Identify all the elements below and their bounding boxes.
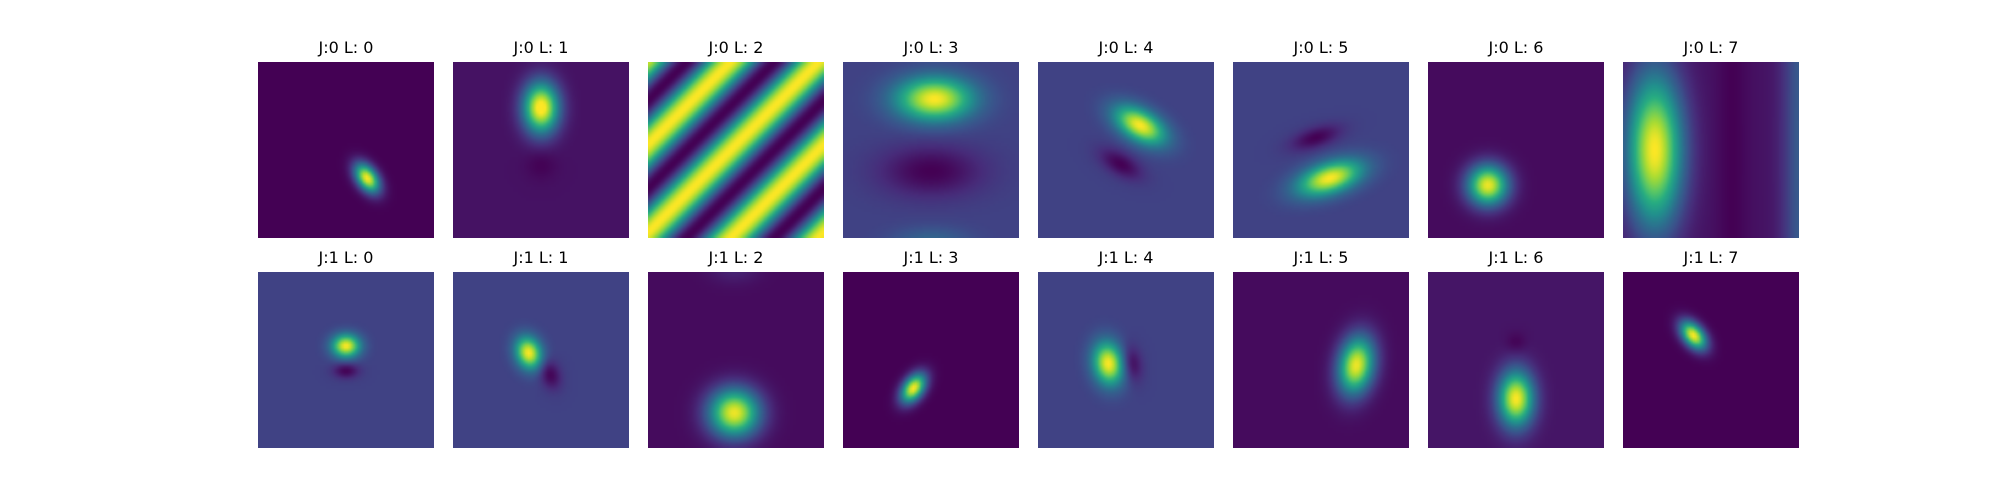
filter-heatmap	[1038, 272, 1214, 448]
filter-panel: J:0 L: 2	[648, 36, 824, 246]
panel-title: J:0 L: 1	[513, 38, 569, 57]
filter-heatmap	[648, 272, 824, 448]
panel-title: J:1 L: 5	[1293, 248, 1349, 267]
filter-panel: J:0 L: 3	[843, 36, 1019, 246]
panel-title: J:0 L: 0	[318, 38, 374, 57]
filter-panel: J:1 L: 7	[1623, 246, 1799, 456]
panel-title: J:1 L: 0	[318, 248, 374, 267]
filter-panel: J:1 L: 2	[648, 246, 824, 456]
panel-title: J:0 L: 5	[1293, 38, 1349, 57]
filter-panel: J:1 L: 1	[453, 246, 629, 456]
filter-panel: J:0 L: 5	[1233, 36, 1409, 246]
filter-heatmap	[648, 62, 824, 238]
panel-title: J:0 L: 4	[1098, 38, 1154, 57]
filter-heatmap	[258, 272, 434, 448]
panel-title: J:1 L: 1	[513, 248, 569, 267]
panel-title: J:1 L: 2	[708, 248, 764, 267]
filter-panel: J:0 L: 1	[453, 36, 629, 246]
filter-panel: J:1 L: 5	[1233, 246, 1409, 456]
filter-heatmap	[453, 272, 629, 448]
filter-heatmap	[843, 62, 1019, 238]
panel-title: J:0 L: 6	[1488, 38, 1544, 57]
panel-title: J:1 L: 3	[903, 248, 959, 267]
filter-panel: J:0 L: 7	[1623, 36, 1799, 246]
filter-heatmap	[1038, 62, 1214, 238]
panel-title: J:0 L: 7	[1683, 38, 1739, 57]
filter-panel: J:0 L: 0	[258, 36, 434, 246]
filter-heatmap	[1428, 62, 1604, 238]
filter-heatmap	[453, 62, 629, 238]
filter-heatmap	[1623, 272, 1799, 448]
filter-panel: J:0 L: 4	[1038, 36, 1214, 246]
panel-title: J:0 L: 3	[903, 38, 959, 57]
filter-panel: J:1 L: 4	[1038, 246, 1214, 456]
filter-heatmap	[1623, 62, 1799, 238]
filter-heatmap	[1428, 272, 1604, 448]
filter-heatmap	[1233, 62, 1409, 238]
filter-heatmap	[1233, 272, 1409, 448]
filter-heatmap	[843, 272, 1019, 448]
filter-panel: J:1 L: 3	[843, 246, 1019, 456]
filter-panel: J:0 L: 6	[1428, 36, 1604, 246]
panel-title: J:1 L: 6	[1488, 248, 1544, 267]
filter-heatmap	[258, 62, 434, 238]
panel-title: J:1 L: 7	[1683, 248, 1739, 267]
filter-panel: J:1 L: 6	[1428, 246, 1604, 456]
panel-title: J:0 L: 2	[708, 38, 764, 57]
panel-title: J:1 L: 4	[1098, 248, 1154, 267]
filter-panel: J:1 L: 0	[258, 246, 434, 456]
